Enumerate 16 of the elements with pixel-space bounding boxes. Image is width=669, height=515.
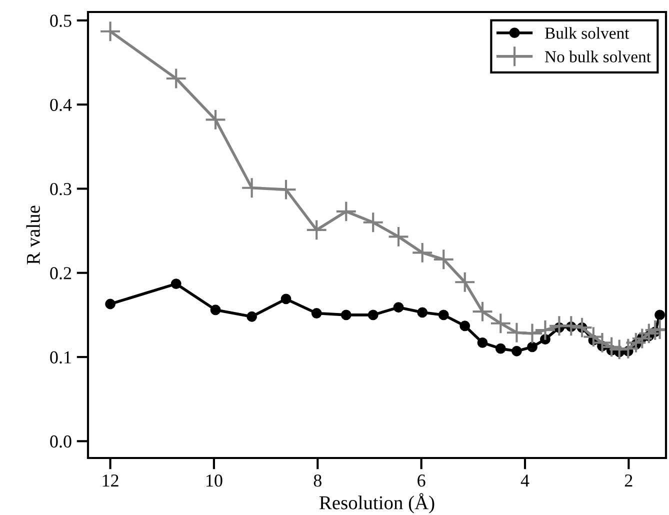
x-axis-title: Resolution (Å) xyxy=(320,493,434,514)
y-tick-label: 0.5 xyxy=(50,14,72,27)
x-tick-label: 6 xyxy=(418,474,426,487)
x-tick-label: 2 xyxy=(624,474,632,486)
y-tick-label: 0.2 xyxy=(50,267,72,280)
y-axis-title: R value xyxy=(26,206,40,264)
y-tick-label: 0.3 xyxy=(50,182,72,196)
x-tick-label: 4 xyxy=(520,474,530,486)
x-tick-label: 10 xyxy=(206,474,222,487)
y-tick-label: 0.0 xyxy=(50,435,72,448)
legend-label: Bulk solvent xyxy=(545,27,630,39)
y-tick-label: 0.4 xyxy=(50,98,72,112)
x-tick-label: 12 xyxy=(102,474,118,486)
y-tick-label: 0.1 xyxy=(50,351,71,364)
x-tick-label: 8 xyxy=(314,474,322,487)
legend-label: No bulk solvent xyxy=(545,50,651,62)
